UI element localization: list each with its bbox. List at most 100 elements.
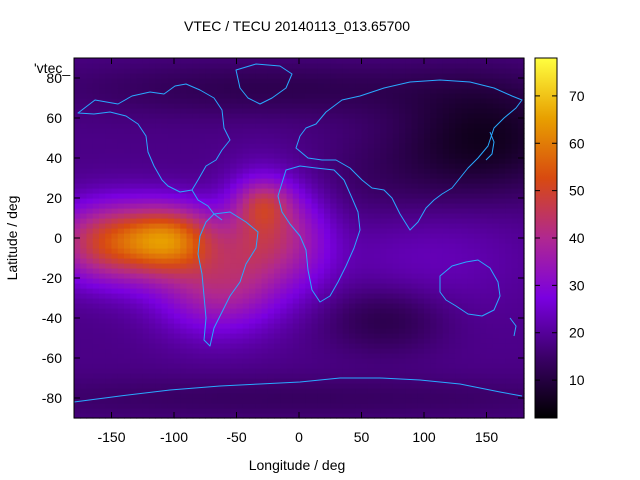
heatmap-cell [130, 193, 138, 199]
heatmap-cell [361, 313, 369, 319]
heatmap-cell [505, 288, 513, 294]
heatmap-cell [274, 113, 281, 119]
heatmap-cell [130, 383, 138, 389]
heatmap-cell [374, 173, 381, 179]
heatmap-cell [236, 193, 244, 199]
heatmap-cell [386, 298, 394, 304]
heatmap-cell [399, 193, 406, 199]
heatmap-cell [267, 218, 275, 224]
heatmap-cell [167, 233, 175, 239]
heatmap-cell [355, 288, 363, 294]
heatmap-cell [180, 188, 188, 194]
heatmap-cell [317, 58, 325, 64]
heatmap-cell [217, 188, 225, 194]
heatmap-cell [167, 173, 175, 179]
heatmap-cell [92, 118, 100, 124]
heatmap-cell [299, 193, 306, 199]
heatmap-cell [80, 73, 88, 79]
heatmap-cell [130, 278, 138, 284]
heatmap-cell [449, 83, 456, 89]
heatmap-cell [286, 343, 294, 349]
heatmap-cell [305, 148, 313, 154]
heatmap-cell [392, 123, 400, 129]
heatmap-cell [324, 78, 331, 84]
heatmap-cell [455, 413, 463, 419]
heatmap-cell [117, 208, 125, 214]
heatmap-cell [249, 203, 256, 209]
heatmap-cell [474, 348, 481, 354]
heatmap-cell [136, 238, 144, 244]
heatmap-cell [417, 208, 425, 214]
heatmap-cell [336, 113, 344, 119]
heatmap-cell [261, 173, 269, 179]
heatmap-cell [317, 78, 325, 84]
heatmap-cell [136, 273, 144, 279]
heatmap-cell [474, 113, 481, 119]
heatmap-cell [167, 58, 175, 64]
heatmap-cell [155, 353, 163, 359]
heatmap-cell [467, 293, 475, 299]
heatmap-cell [305, 158, 313, 164]
heatmap-cell [367, 128, 375, 134]
heatmap-cell [424, 323, 431, 329]
heatmap-cell [124, 353, 131, 359]
heatmap-cell [249, 388, 256, 394]
heatmap-cell [311, 303, 319, 309]
heatmap-cell [399, 173, 406, 179]
heatmap-cell [499, 263, 506, 269]
heatmap-cell [430, 103, 438, 109]
heatmap-cell [167, 138, 175, 144]
heatmap-cell [436, 88, 444, 94]
heatmap-cell [467, 248, 475, 254]
heatmap-cell [499, 158, 506, 164]
heatmap-cell [249, 198, 256, 204]
heatmap-cell [261, 78, 269, 84]
heatmap-cell [255, 278, 263, 284]
heatmap-cell [180, 123, 188, 129]
heatmap-cell [130, 138, 138, 144]
heatmap-cell [405, 158, 413, 164]
heatmap-cell [161, 263, 169, 269]
heatmap-cell [499, 208, 506, 214]
heatmap-cell [436, 223, 444, 229]
heatmap-cell [455, 128, 463, 134]
heatmap-cell [474, 203, 481, 209]
heatmap-cell [411, 358, 419, 364]
heatmap-cell [355, 408, 363, 414]
heatmap-cell [205, 163, 213, 169]
heatmap-cell [317, 203, 325, 209]
heatmap-cell [280, 183, 288, 189]
heatmap-cell [86, 73, 94, 79]
heatmap-cell [342, 158, 350, 164]
heatmap-cell [86, 338, 94, 344]
heatmap-cell [480, 398, 488, 404]
heatmap-cell [249, 408, 256, 414]
heatmap-cell [86, 118, 94, 124]
heatmap-cell [311, 123, 319, 129]
heatmap-cell [430, 98, 438, 104]
heatmap-cell [105, 263, 113, 269]
heatmap-cell [292, 103, 300, 109]
heatmap-cell [99, 118, 106, 124]
heatmap-cell [249, 273, 256, 279]
heatmap-cell [255, 158, 263, 164]
heatmap-cell [167, 143, 175, 149]
heatmap-cell [392, 353, 400, 359]
heatmap-cell [117, 273, 125, 279]
heatmap-cell [324, 178, 331, 184]
heatmap-cell [449, 163, 456, 169]
heatmap-cell [161, 303, 169, 309]
heatmap-cell [80, 298, 88, 304]
heatmap-cell [311, 263, 319, 269]
heatmap-cell [355, 298, 363, 304]
heatmap-cell [211, 253, 219, 259]
heatmap-cell [455, 348, 463, 354]
heatmap-cell [280, 283, 288, 289]
heatmap-cell [192, 243, 200, 249]
heatmap-cell [455, 388, 463, 394]
heatmap-cell [217, 243, 225, 249]
heatmap-cell [486, 178, 494, 184]
heatmap-cell [130, 353, 138, 359]
heatmap-cell [330, 408, 338, 414]
heatmap-cell [342, 133, 350, 139]
